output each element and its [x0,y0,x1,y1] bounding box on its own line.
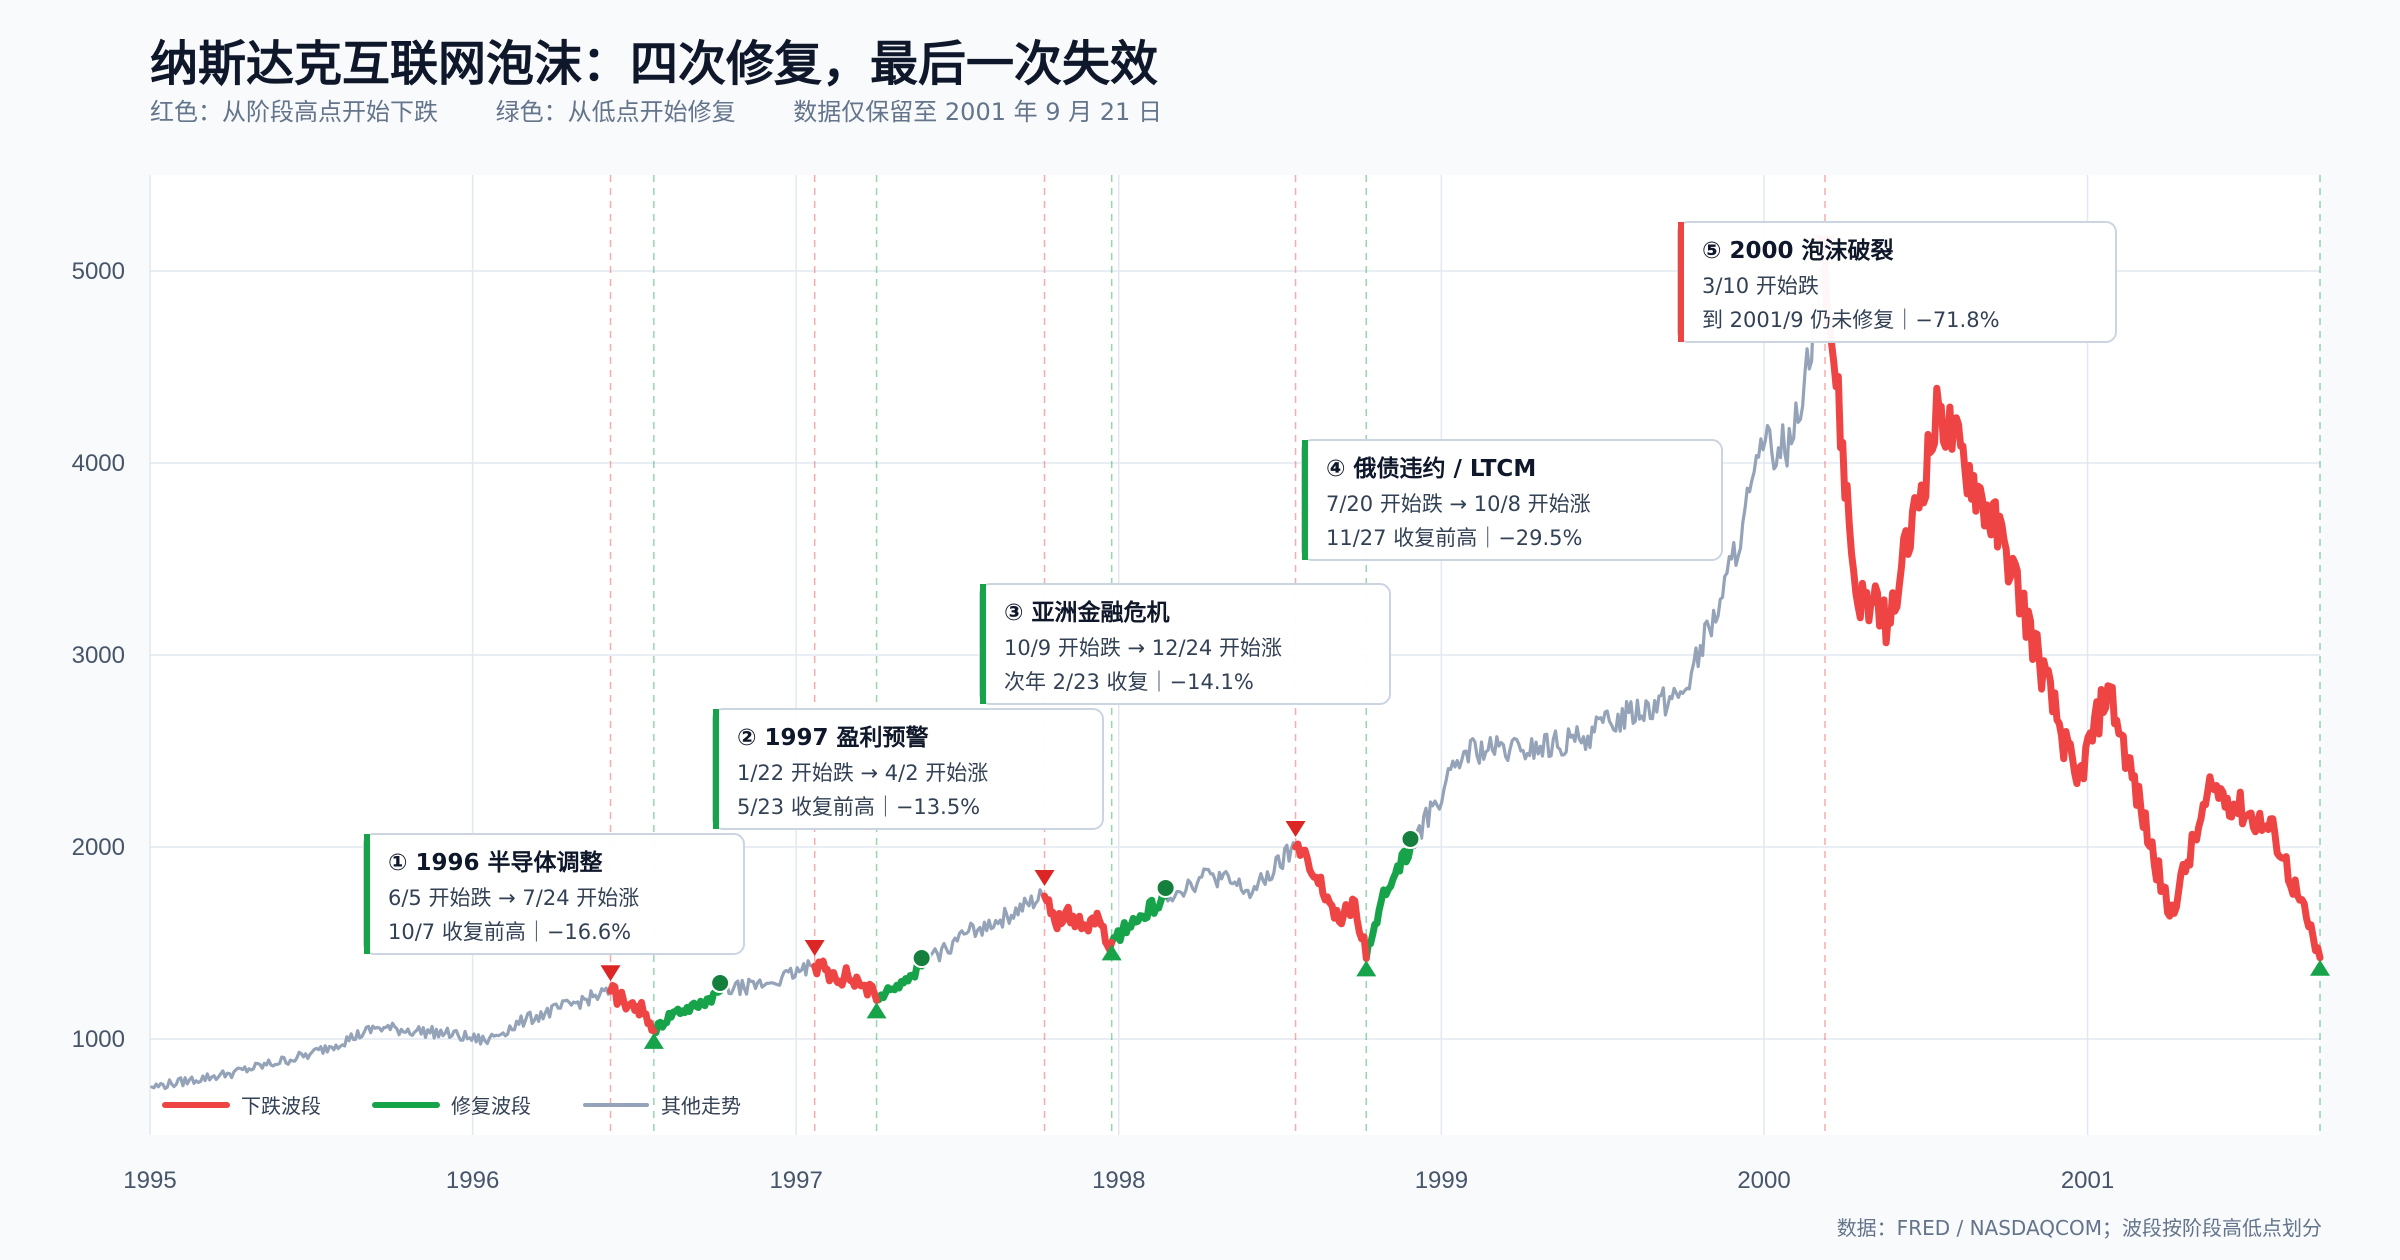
y-tick-label: 3000 [72,642,125,669]
subtitle-data-note: 数据仅保留至 2001 年 9 月 21 日 [793,98,1162,126]
series-line [1408,260,1827,850]
x-tick-label: 2001 [2061,1167,2114,1194]
recovery-marker [710,973,731,993]
subtitle-red-note: 红色：从阶段高点开始下跌 [150,98,438,126]
annotation-detail: 10/7 收复前高｜−16.6% [388,920,631,944]
x-tick-label: 1999 [1415,1167,1468,1194]
annotation-accent-bar [980,584,986,704]
x-tick-label: 1997 [769,1167,822,1194]
annotation-accent-bar [364,834,370,954]
annotation-card: ② 1997 盈利预警 1/22 开始跌 → 4/2 开始涨 5/23 收复前高｜−… [712,708,1104,830]
annotation-title: ① 1996 半导体调整 [388,849,603,876]
x-tick-label: 1998 [1092,1167,1145,1194]
annotation-title: ③ 亚洲金融危机 [1004,599,1169,626]
series-line [150,986,613,1091]
low-marker [1101,944,1122,961]
source-note: 数据：FRED / NASDAQCOM；波段按阶段高低点划分 [1836,1216,2322,1240]
annotation-detail: 次年 2/23 收复｜−14.1% [1004,670,1254,694]
annotation-detail: 11/27 收复前高｜−29.5% [1326,526,1583,550]
y-tick-label: 1000 [72,1026,125,1053]
x-tick-label: 1996 [446,1167,499,1194]
series-line [607,982,658,1035]
annotation-detail: 7/20 开始跌 → 10/8 开始涨 [1326,492,1591,516]
high-marker [600,965,621,982]
legend-label: 其他走势 [661,1094,741,1118]
series-line [1362,843,1414,962]
annotation-accent-bar [1302,440,1308,560]
subtitle: 红色：从阶段高点开始下跌 绿色：从低点开始修复 数据仅保留至 2001 年 9 … [150,92,1212,127]
annotation-title: ⑤ 2000 泡沫破裂 [1702,237,1894,264]
recovery-marker [911,948,932,969]
legend-label: 修复波段 [451,1094,531,1118]
series-line [811,957,881,1004]
page-title: 纳斯达克互联网泡沫：四次修复，最后一次失效 [150,36,1159,92]
annotation-detail: 5/23 收复前高｜−13.5% [737,795,980,819]
x-tick-label: 2000 [1737,1167,1790,1194]
annotation-title: ④ 俄债违约 / LTCM [1326,455,1536,482]
series-line [650,987,724,1037]
annotation-detail: 1/22 开始跌 → 4/2 开始涨 [737,761,988,785]
low-marker [866,1002,887,1019]
series-line [1041,892,1116,954]
low-marker [1356,960,1377,977]
y-tick-label: 5000 [72,258,125,285]
recovery-marker [1400,829,1421,849]
series-line [1108,888,1170,946]
annotation-detail: 6/5 开始跌 → 7/24 开始涨 [388,886,639,910]
annotation-card: ① 1996 半导体调整 6/5 开始跌 → 7/24 开始涨 10/7 收复前高｜… [363,833,745,955]
annotation-title: ② 1997 盈利预警 [737,725,929,751]
x-tick-label: 1995 [123,1167,176,1194]
subtitle-green-note: 绿色：从低点开始修复 [495,98,736,126]
legend-label: 下跌波段 [241,1094,321,1118]
annotation-card: ④ 俄债违约 / LTCM 7/20 开始跌 → 10/8 开始涨 11/27 收复… [1301,439,1723,561]
high-marker [1285,821,1306,837]
y-tick-label: 4000 [72,450,125,477]
series-line [718,959,817,997]
series-line [1164,841,1298,903]
series-line [873,958,926,1004]
high-marker [804,940,825,957]
annotation-detail: 到 2001/9 仍未修复｜−71.8% [1702,308,2000,332]
series-line [920,888,1047,968]
annotation-detail: 10/9 开始跌 → 12/24 开始涨 [1004,636,1282,660]
series-line [1821,258,2324,962]
annotation-accent-bar [713,709,719,829]
annotation-accent-bar [1678,222,1684,342]
annotation-detail: 3/10 开始跌 [1702,274,1819,298]
low-marker [2310,959,2330,976]
series-line [1292,840,1370,962]
y-tick-label: 2000 [72,834,125,861]
low-marker [643,1032,664,1049]
high-marker [1034,869,1055,886]
recovery-marker [1155,877,1176,898]
